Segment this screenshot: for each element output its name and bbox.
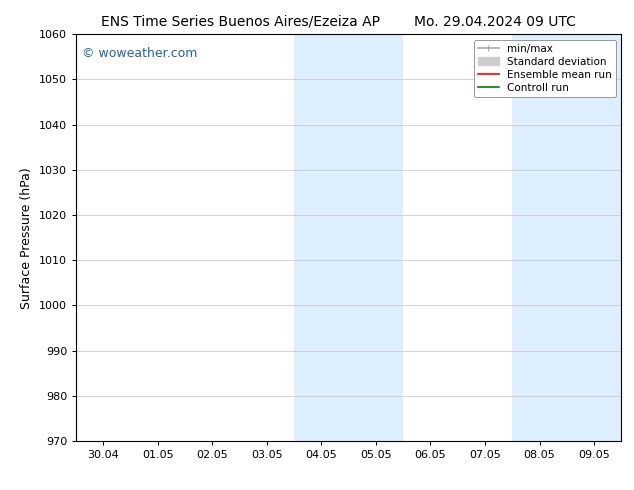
Bar [512,34,567,441]
Text: © woweather.com: © woweather.com [82,47,197,59]
Text: ENS Time Series Buenos Aires/Ezeiza AP: ENS Time Series Buenos Aires/Ezeiza AP [101,15,380,29]
Bar [349,34,403,441]
Legend: min/max, Standard deviation, Ensemble mean run, Controll run: min/max, Standard deviation, Ensemble me… [474,40,616,97]
Bar [294,34,349,441]
Bar [567,34,621,441]
Text: Mo. 29.04.2024 09 UTC: Mo. 29.04.2024 09 UTC [413,15,576,29]
Y-axis label: Surface Pressure (hPa): Surface Pressure (hPa) [20,167,34,309]
